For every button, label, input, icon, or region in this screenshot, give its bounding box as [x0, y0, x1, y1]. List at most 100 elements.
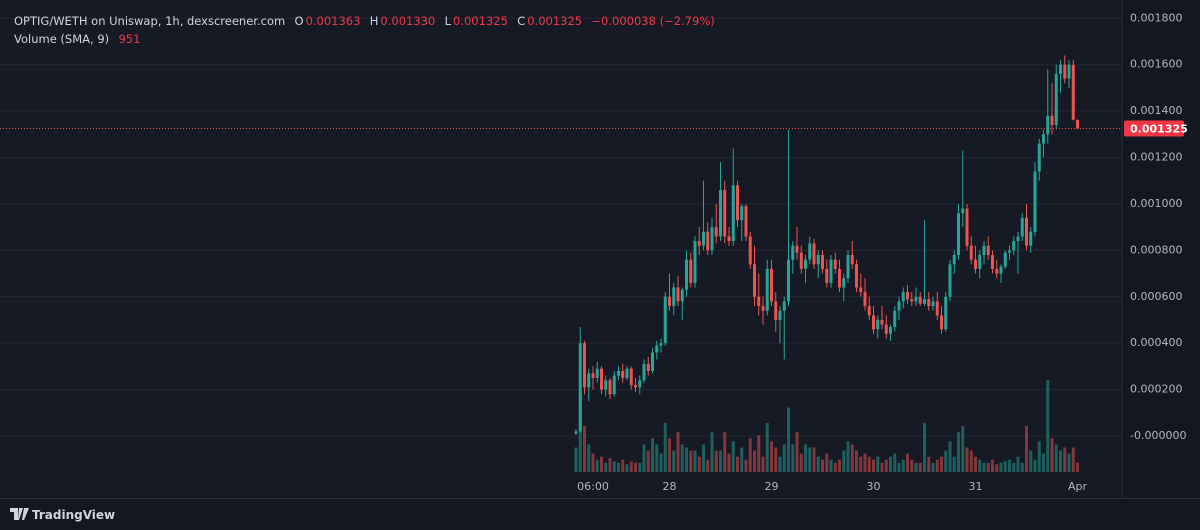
candle-body [923, 299, 926, 304]
candle-body [1059, 64, 1062, 75]
candle-body [935, 301, 939, 316]
candle-body [927, 299, 931, 307]
volume-bar [1016, 456, 1020, 472]
volume-bar [1029, 450, 1033, 472]
y-tick-label: 0.001800 [1130, 11, 1183, 24]
volume-bar [736, 456, 739, 472]
volume-bar [884, 459, 888, 472]
candle-body [634, 384, 637, 388]
volume-bar [791, 444, 795, 472]
volume-bar [846, 441, 850, 472]
x-tick-label: Apr [1068, 480, 1088, 493]
candle-body [621, 371, 625, 378]
candle-body [969, 245, 973, 260]
candle-body [676, 287, 680, 302]
volume-bar [927, 456, 931, 472]
volume-bar [838, 459, 841, 472]
volume-bar [1042, 453, 1045, 472]
volume-bar [986, 462, 990, 472]
candle-body [629, 368, 633, 385]
candle-body [697, 241, 701, 246]
volume-bar [782, 444, 786, 472]
y-tick-label: 0.000600 [1130, 290, 1183, 303]
volume-bar [897, 462, 901, 472]
volume-bar [910, 459, 914, 472]
candle-body [1033, 171, 1037, 232]
volume-bar [872, 459, 875, 472]
volume-bar [931, 462, 935, 472]
candle-body [740, 206, 744, 221]
y-tick-label: 0.001200 [1130, 151, 1183, 164]
volume-bar [663, 422, 667, 472]
volume-bar [889, 456, 892, 472]
candle-body [587, 373, 591, 388]
volume-title: Volume (SMA, 9) [14, 32, 110, 46]
volume-bar [591, 453, 595, 472]
volume-bar [583, 426, 586, 472]
volume-bar [969, 450, 973, 472]
candle-body [829, 259, 833, 283]
volume-bar [940, 456, 943, 472]
volume-bar [651, 438, 654, 472]
volume-bar [880, 462, 884, 472]
candle-body [872, 315, 875, 330]
volume-bar [710, 432, 714, 472]
volume-bar [855, 450, 858, 472]
volume-bar [863, 453, 867, 472]
candle-body [612, 375, 616, 395]
volume-bar [799, 453, 803, 472]
candle-body [880, 319, 884, 325]
candle-body [850, 254, 854, 265]
volume-bar [600, 456, 603, 472]
volume-bar [982, 462, 986, 472]
volume-bar [621, 459, 625, 472]
volume-bar [787, 407, 790, 472]
candle-body [906, 292, 909, 300]
volume-bar [595, 459, 599, 472]
open-label: O [294, 14, 304, 28]
candle-body [604, 380, 608, 390]
candle-body [685, 259, 688, 290]
volume-bar [1059, 450, 1062, 472]
plot-bg [0, 0, 1122, 497]
volume-bar [629, 461, 633, 472]
candle-body [842, 278, 846, 288]
volume-bar [918, 462, 922, 472]
candle-body [889, 326, 892, 334]
candle-body [808, 243, 812, 260]
volume-bar [727, 453, 731, 472]
brand[interactable]: TradingView [32, 508, 116, 522]
candle-body [1029, 231, 1033, 246]
volume-bar [740, 447, 744, 472]
candle-body [1050, 115, 1054, 126]
volume-bar [685, 447, 688, 472]
volume-bar [753, 450, 756, 472]
candle-body [965, 208, 969, 246]
volume-bar [719, 450, 722, 472]
legend: OPTIG/WETH on Uniswap, 1h, dexscreener.c… [14, 12, 717, 48]
volume-bar [672, 450, 676, 472]
y-tick-label: 0.001400 [1130, 104, 1183, 117]
candle-body [1067, 64, 1071, 79]
candle-body [948, 264, 952, 297]
volume-bar [676, 432, 680, 472]
symbol-title: OPTIG/WETH on Uniswap, 1h, dexscreener.c… [14, 14, 286, 28]
volume-bar [668, 438, 671, 472]
candle-body [595, 368, 599, 378]
volume-bar [655, 444, 659, 472]
volume-bar [901, 459, 905, 472]
volume-bar [952, 456, 956, 472]
volume-bar [723, 432, 727, 472]
volume-bar [646, 450, 650, 472]
candle-body [812, 243, 816, 265]
volume-bar [774, 447, 778, 472]
x-tick-label: 29 [765, 480, 779, 493]
volume-bar [706, 459, 710, 472]
volume-bar [617, 462, 620, 472]
candle-body [804, 259, 807, 269]
candle-body [1042, 134, 1045, 144]
candle-body [1054, 74, 1058, 126]
candle-body [974, 259, 977, 269]
candle-body [782, 301, 786, 311]
high-value: 0.001330 [380, 14, 436, 28]
